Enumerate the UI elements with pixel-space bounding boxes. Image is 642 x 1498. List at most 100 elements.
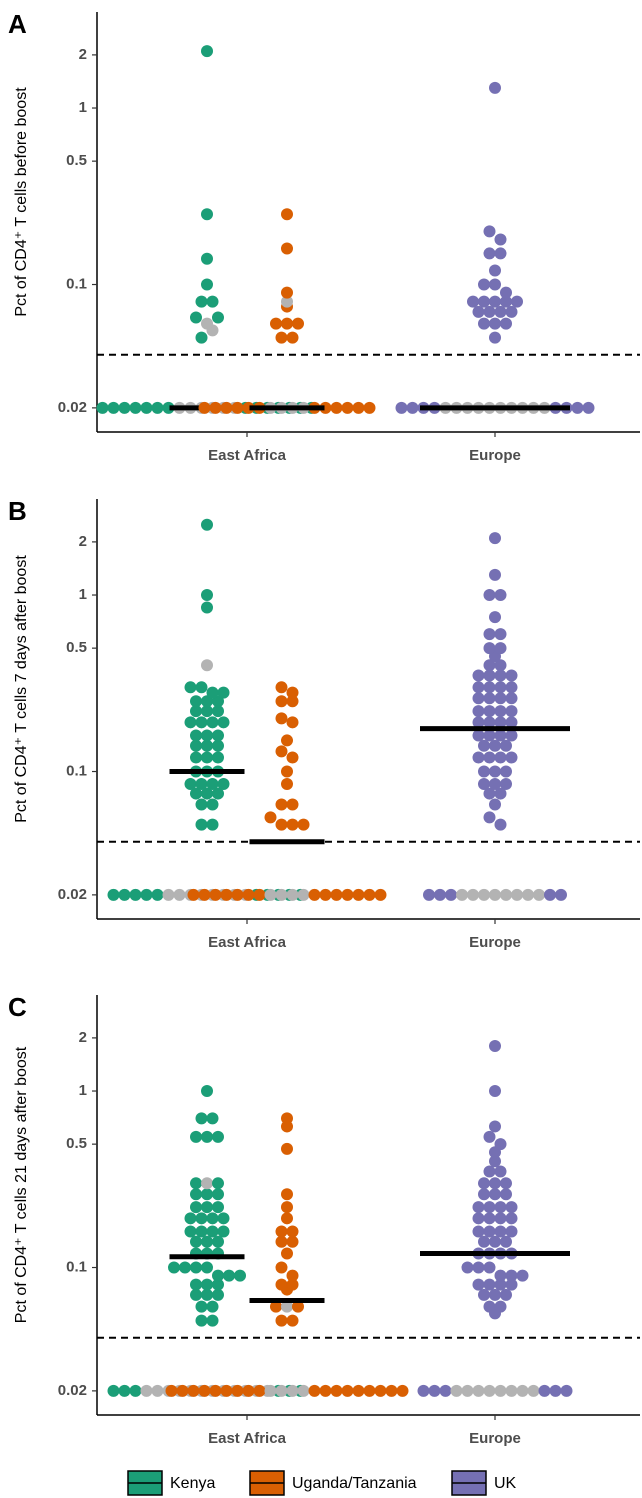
data-point [494,1300,507,1313]
data-point [472,1261,485,1274]
data-point [516,1384,529,1397]
data-point [201,1188,213,1201]
data-point [522,888,534,901]
data-point [505,305,518,318]
data-point [286,1269,299,1282]
data-point [275,331,288,344]
data-point [201,252,213,265]
data-point [162,888,175,901]
data-point [190,739,202,752]
data-point [264,888,277,901]
legend-label: Kenya [170,1475,215,1492]
y-tick-label: 1 [79,99,87,116]
data-point [195,1112,208,1125]
y-tick-label: 0.1 [66,275,87,292]
data-point [489,611,501,624]
data-point [483,1212,496,1225]
data-point [478,888,490,901]
data-point [286,716,299,729]
data-point [363,1384,376,1397]
data-point [96,401,109,414]
data-point [151,401,164,414]
data-point [489,568,501,581]
data-point [242,1384,255,1397]
data-point [527,1384,540,1397]
data-point [212,695,224,708]
data-point [494,642,507,655]
data-point [308,1384,321,1397]
data-point [489,81,501,94]
data-point [483,692,496,705]
data-point [533,888,545,901]
data-point [428,1384,441,1397]
data-point [472,1384,485,1397]
data-point [500,1235,512,1248]
data-point [500,1188,512,1201]
data-point [201,1288,213,1301]
data-point [445,888,457,901]
panel: A Pct of CD4⁺ T cells before boost 0.02 0.1… [8,9,640,464]
data-point [201,518,213,531]
y-axis-title: Pct of CD4⁺ T cells before boost [13,87,30,317]
data-point [190,695,202,708]
data-point [489,1288,501,1301]
data-point [281,777,293,790]
data-point [187,888,200,901]
data-point [478,278,490,291]
data-point [140,1384,153,1397]
data-point [220,401,233,414]
data-point [489,888,501,901]
data-point [212,1188,224,1201]
data-point [494,1165,507,1178]
data-point [201,1085,213,1098]
data-point [478,765,490,778]
data-point [494,716,507,729]
data-point [489,317,501,330]
data-point [483,1300,496,1313]
data-point [483,1261,496,1274]
data-point [434,888,446,901]
data-point [472,1201,485,1214]
data-point [461,1384,474,1397]
data-point [494,247,507,260]
x-tick-label: Europe [469,1430,521,1447]
data-point [352,888,365,901]
data-point [206,777,219,790]
data-point [483,1278,496,1291]
data-point [478,1188,490,1201]
data-point [231,888,244,901]
data-point [162,401,175,414]
x-tick-label: Europe [469,934,521,951]
data-point [275,818,288,831]
panel: C Pct of CD4⁺ T cells 21 days after boost… [8,992,640,1447]
data-point [231,401,244,414]
data-point [270,317,282,330]
data-point [472,705,485,718]
data-point [286,888,299,901]
data-point [505,705,518,718]
data-point [165,1384,178,1397]
data-point [190,1177,202,1190]
data-point [140,401,153,414]
data-point [201,601,213,614]
legend-label: Uganda/Tanzania [292,1475,417,1492]
data-point [341,888,354,901]
data-point [201,705,213,718]
data-point [281,1188,293,1201]
data-point [140,888,153,901]
data-point [206,1314,219,1327]
data-point [538,1384,551,1397]
data-point [195,1314,208,1327]
data-point [209,888,222,901]
data-point [206,818,219,831]
data-point [217,1212,230,1225]
data-point [107,1384,120,1397]
data-point [286,331,299,344]
data-point [206,1112,219,1125]
data-point [168,1261,180,1274]
data-point [281,1142,293,1155]
data-point [330,888,343,901]
data-point [511,295,523,308]
y-tick-label: 0.1 [66,762,87,779]
